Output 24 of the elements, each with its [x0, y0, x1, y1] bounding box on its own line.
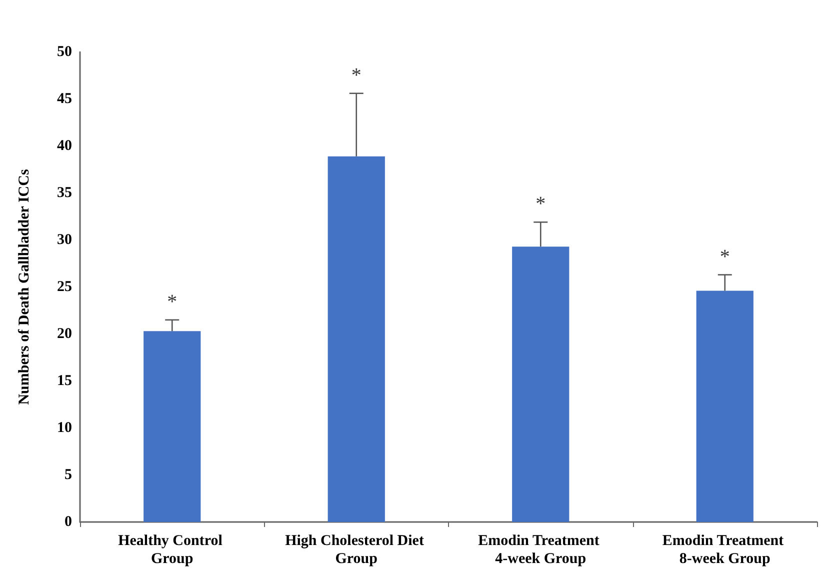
bar — [144, 331, 201, 522]
y-tick-label: 15 — [57, 373, 72, 389]
x-tick-label: High Cholesterol Diet Group — [285, 533, 428, 567]
y-tick-label: 40 — [57, 138, 72, 154]
y-tick-label: 45 — [57, 91, 72, 107]
bar — [512, 246, 570, 522]
y-axis-title: Numbers of Death Gallbladder ICCs — [16, 169, 32, 405]
y-tick-label: 25 — [57, 279, 72, 295]
x-tick-label: Healthy Control Group — [118, 533, 226, 567]
y-tick-label: 50 — [57, 44, 72, 60]
x-tick-label: Emodin Treatment 8-week Group — [662, 533, 788, 567]
y-tick-label: 30 — [57, 232, 72, 248]
x-tick-label: Emodin Treatment 4-week Group — [478, 533, 604, 567]
annotation: * — [536, 193, 546, 216]
annotation: * — [167, 290, 178, 313]
y-tick-label: 5 — [64, 467, 72, 483]
y-tick-label: 20 — [57, 326, 72, 342]
y-tick-label: 10 — [57, 420, 72, 436]
annotation: * — [351, 64, 362, 86]
y-tick-label: 0 — [64, 514, 72, 530]
bar — [696, 290, 754, 522]
y-tick-label: 35 — [57, 185, 72, 201]
annotation: * — [720, 246, 730, 268]
bar — [328, 156, 385, 522]
